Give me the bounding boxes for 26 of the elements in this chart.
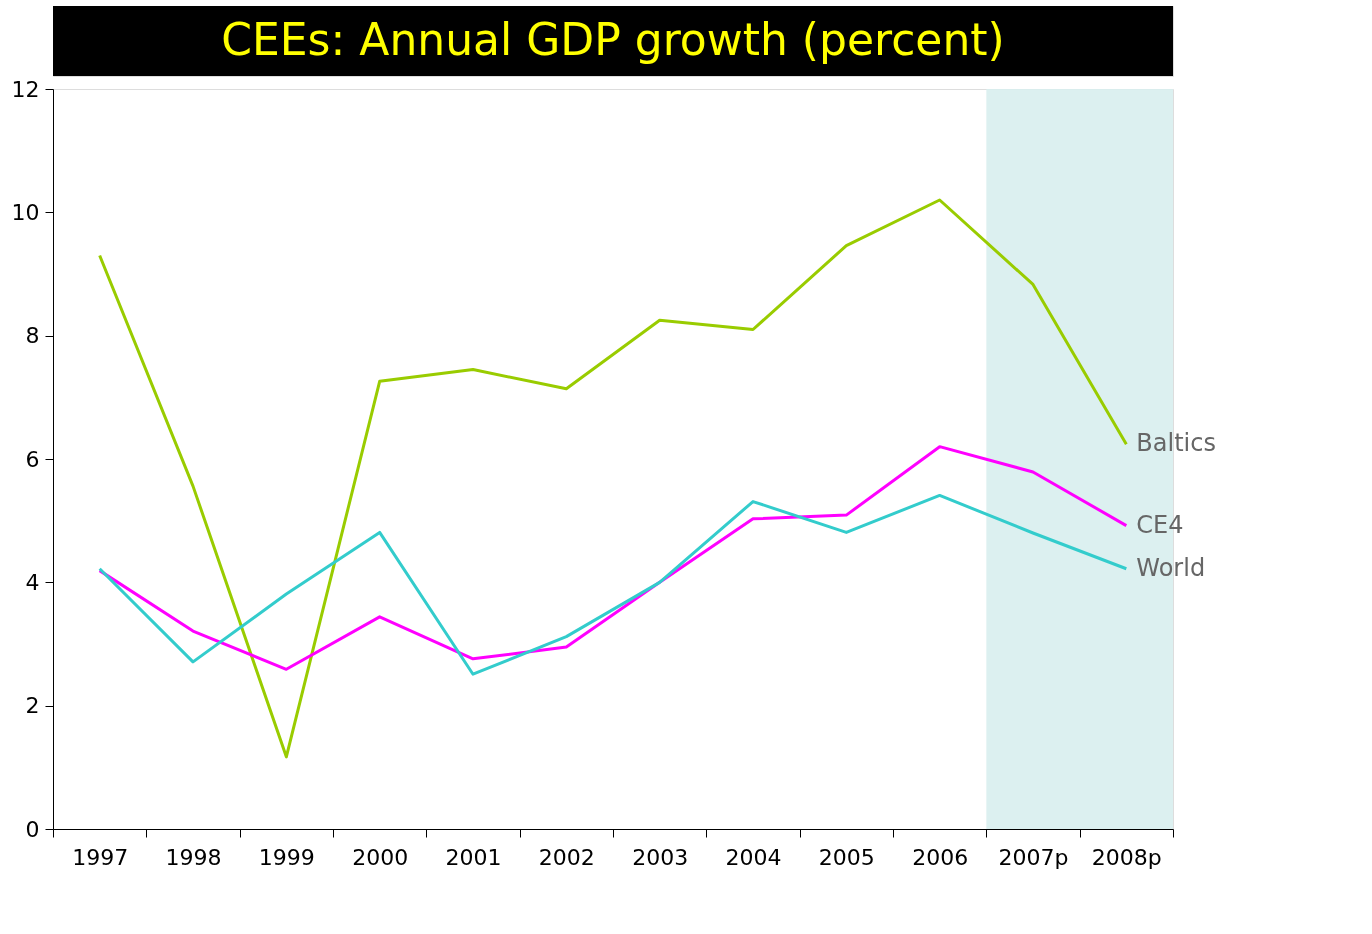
x-tick-label: 1997 (72, 844, 129, 870)
x-tick-label: 2006 (912, 844, 969, 870)
y-tick-label: 8 (25, 323, 40, 349)
x-tick-label: 1999 (258, 844, 315, 870)
y-tick-label: 12 (11, 76, 40, 102)
y-tick-label: 2 (25, 693, 40, 719)
y-tick-label: 6 (25, 446, 40, 472)
line-series (98, 445, 1128, 671)
line-series (98, 493, 1128, 676)
x-tick-label: 1998 (165, 844, 222, 870)
x-tick-label: 2007p (998, 844, 1069, 870)
line-series (98, 198, 1128, 759)
series-label: CE4 (1136, 510, 1184, 539)
x-tick-label: 2001 (445, 844, 502, 870)
series-label: Baltics (1136, 429, 1216, 458)
x-tick-label: 2000 (352, 844, 409, 870)
y-tick-label: 10 (11, 199, 40, 225)
chart-title: CEEs: Annual GDP growth (percent) (221, 14, 1005, 65)
x-tick-label: 2002 (538, 844, 595, 870)
x-tick-label: 2004 (725, 844, 782, 870)
y-tick-label: 4 (25, 569, 40, 595)
y-tick-label: 0 (25, 816, 40, 842)
x-tick-label: 2008p (1091, 844, 1162, 870)
x-tick-label: 2005 (818, 844, 875, 870)
x-tick-label: 2003 (632, 844, 689, 870)
series-label: World (1136, 553, 1206, 582)
